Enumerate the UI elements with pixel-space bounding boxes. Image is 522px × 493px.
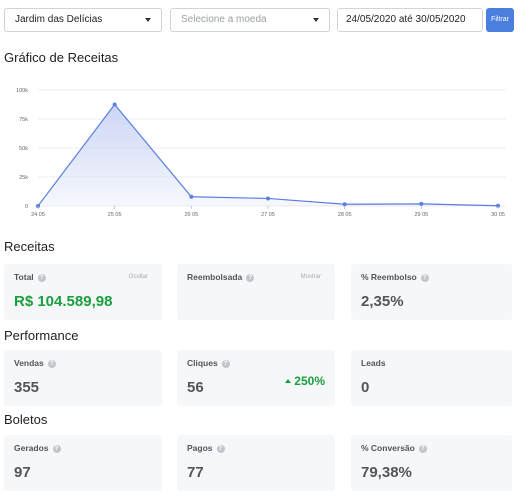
date-range-input[interactable]: 24/05/2020 até 30/05/2020 <box>337 8 483 32</box>
y-tick-label: 100k <box>16 88 28 94</box>
data-point <box>342 202 347 207</box>
help-icon[interactable]: ? <box>246 274 255 282</box>
currency-select[interactable]: Selecione a moeda <box>170 8 330 32</box>
card-leads: Leads 0 <box>351 350 512 406</box>
card-reembolso-pct-label: % Reembolso <box>361 272 417 282</box>
help-icon[interactable]: ? <box>37 274 46 282</box>
x-tick-label: 24 05 <box>31 212 45 218</box>
card-conversao-value: 79,38% <box>361 464 412 481</box>
section-title-performance: Performance <box>4 328 79 343</box>
cliques-delta-value: 250% <box>294 374 325 388</box>
data-point <box>112 102 117 107</box>
x-tick-label: 25 05 <box>108 212 122 218</box>
date-range-value: 24/05/2020 até 30/05/2020 <box>346 14 466 25</box>
card-cliques: Cliques? 56 250% <box>177 350 335 406</box>
data-point <box>266 196 270 201</box>
card-reembolso-pct-value: 2,35% <box>361 293 404 310</box>
help-icon[interactable]: ? <box>418 445 427 453</box>
y-tick-label: 75k <box>19 117 28 123</box>
data-point <box>189 194 194 199</box>
card-gerados-value: 97 <box>14 464 31 481</box>
data-point <box>419 201 424 206</box>
caret-up-icon <box>285 379 292 383</box>
section-title-boletos: Boletos <box>4 412 48 427</box>
x-tick-label: 27 05 <box>261 212 275 218</box>
chevron-down-icon <box>313 18 319 22</box>
card-reembolsada: Reembolsada? Mostrar <box>177 264 335 320</box>
help-icon[interactable]: ? <box>221 360 230 368</box>
data-point <box>496 203 500 208</box>
section-title-receitas: Receitas <box>4 239 55 254</box>
chart-title: Gráfico de Receitas <box>4 50 119 65</box>
store-select[interactable]: Jardim das Delícias <box>4 8 162 32</box>
card-total: Total? Ocultar R$ 104.589,98 <box>4 264 162 320</box>
card-cliques-label: Cliques <box>187 358 218 368</box>
y-tick-label: 25k <box>19 175 28 181</box>
filter-button[interactable]: Filtrar <box>486 8 514 32</box>
help-icon[interactable]: ? <box>52 445 61 453</box>
store-select-value: Jardim das Delícias <box>15 14 103 25</box>
card-gerados-label: Gerados <box>14 443 49 453</box>
card-cliques-value: 56 <box>187 379 204 396</box>
hide-toggle[interactable]: Ocultar <box>128 274 148 280</box>
card-pagos-value: 77 <box>187 464 204 481</box>
card-vendas: Vendas? 355 <box>4 350 162 406</box>
revenue-chart: 0 25k 50k 75k 100k 24 05 25 05 26 05 27 05 28 05 2… <box>16 88 506 218</box>
x-tick-label: 26 05 <box>184 212 198 218</box>
chevron-down-icon <box>145 18 151 22</box>
y-tick-label: 50k <box>19 146 28 152</box>
card-reembolsada-label: Reembolsada <box>187 272 243 282</box>
card-reembolso-pct: % Reembolso? 2,35% <box>351 264 512 320</box>
card-leads-value: 0 <box>361 379 370 396</box>
x-tick-label: 29 05 <box>414 212 428 218</box>
card-conversao-label: % Conversão <box>361 443 415 453</box>
x-tick-label: 28 05 <box>338 212 352 218</box>
help-icon[interactable]: ? <box>216 445 225 453</box>
card-gerados: Gerados? 97 <box>4 435 162 491</box>
filter-bar: Jardim das Delícias Selecione a moeda 24… <box>4 8 514 32</box>
currency-select-placeholder: Selecione a moeda <box>181 14 267 25</box>
show-toggle[interactable]: Mostrar <box>300 274 321 280</box>
card-vendas-value: 355 <box>14 379 40 396</box>
cliques-delta: 250% <box>285 374 325 388</box>
card-pagos: Pagos? 77 <box>177 435 335 491</box>
card-total-value: R$ 104.589,98 <box>14 293 113 310</box>
help-icon[interactable]: ? <box>420 274 429 282</box>
help-icon[interactable]: ? <box>47 360 56 368</box>
area-fill <box>38 104 498 206</box>
card-total-label: Total <box>14 272 34 282</box>
card-vendas-label: Vendas <box>14 358 44 368</box>
card-leads-label: Leads <box>361 358 386 368</box>
x-tick-label: 30 05 <box>491 212 505 218</box>
card-pagos-label: Pagos <box>187 443 213 453</box>
y-tick-label: 0 <box>25 204 28 210</box>
card-conversao: % Conversão? 79,38% <box>351 435 512 491</box>
